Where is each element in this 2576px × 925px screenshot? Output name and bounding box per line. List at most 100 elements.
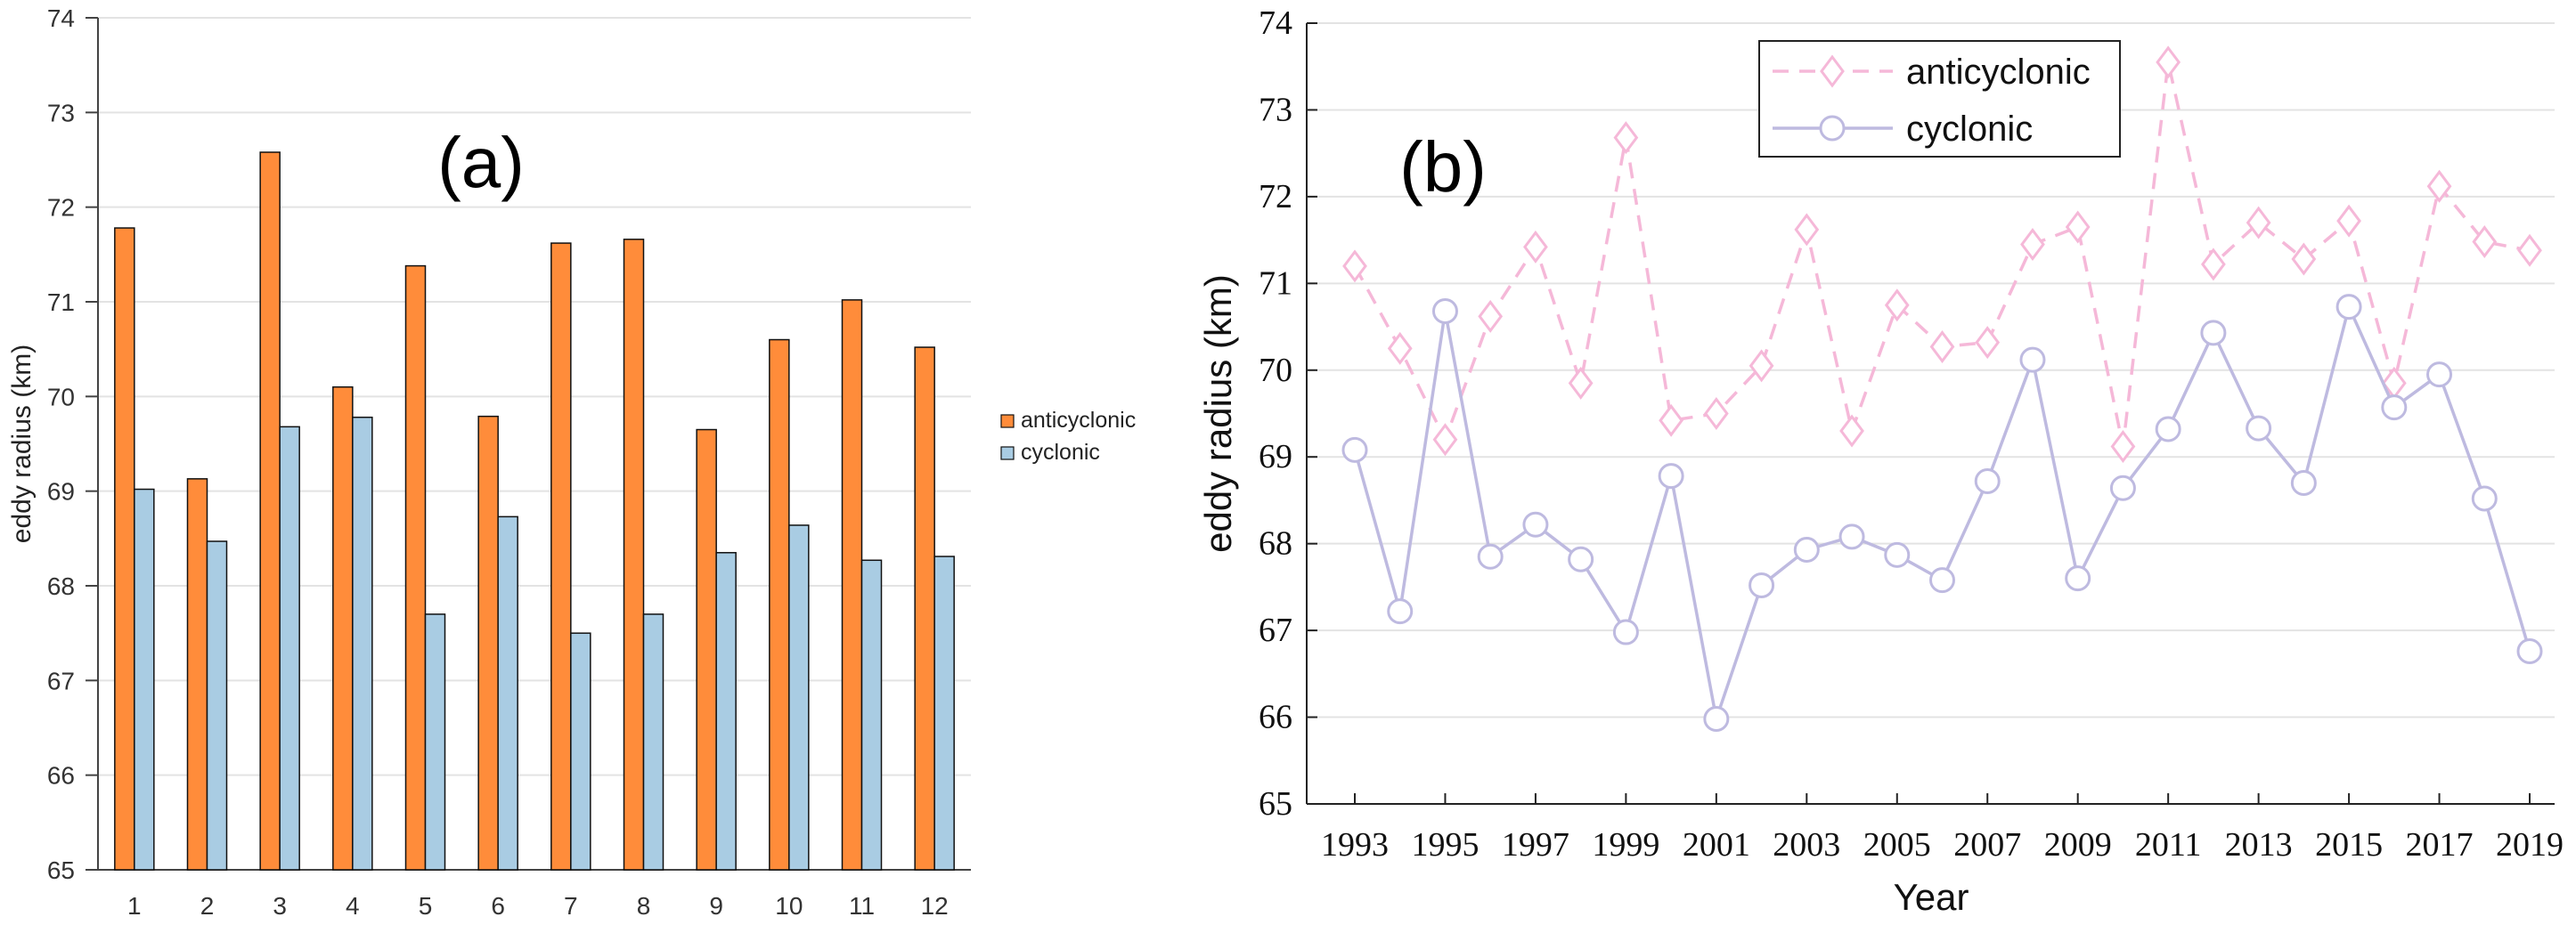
- point-anticyclonic: [1794, 213, 1820, 247]
- bar-anticyclonic: [114, 227, 135, 871]
- x-tick-label: 11: [849, 892, 875, 920]
- y-tick-label: 71: [47, 288, 75, 316]
- point-cyclonic: [1341, 436, 1368, 463]
- bar-anticyclonic: [914, 346, 935, 871]
- bar-anticyclonic: [623, 239, 645, 871]
- point-anticyclonic: [2020, 227, 2045, 261]
- y-axis-label: eddy radius (km): [1197, 274, 1239, 553]
- point-anticyclonic: [1884, 288, 1910, 322]
- point-cyclonic: [2155, 416, 2181, 442]
- x-tick-label: 1999: [1592, 826, 1659, 864]
- point-anticyclonic: [1659, 403, 1683, 437]
- point-anticyclonic: [1839, 414, 1864, 448]
- legend-swatch-anticyclonic: [1000, 414, 1015, 428]
- point-cyclonic: [2336, 294, 2362, 321]
- x-tick-label: 1995: [1411, 826, 1479, 864]
- y-tick-label: 72: [1259, 178, 1292, 215]
- point-cyclonic: [1612, 619, 1639, 645]
- legend-marker-cyclonic: [1819, 115, 1846, 142]
- x-tick-label: 2015: [2315, 826, 2383, 864]
- point-cyclonic: [1749, 572, 1775, 598]
- y-tick-label: 68: [1259, 525, 1292, 563]
- y-tick-label: 72: [47, 194, 75, 222]
- x-tick-label: 4: [346, 892, 360, 920]
- bar-anticyclonic: [477, 415, 499, 871]
- point-anticyclonic: [2291, 242, 2317, 276]
- legend-box: [1758, 40, 2121, 158]
- point-cyclonic: [2065, 565, 2091, 592]
- point-cyclonic: [1477, 543, 1504, 570]
- bar-anticyclonic: [550, 242, 572, 871]
- x-tick-label: 2019: [2496, 826, 2564, 864]
- point-cyclonic: [2516, 637, 2543, 664]
- point-anticyclonic: [1613, 121, 1639, 155]
- point-anticyclonic: [1975, 326, 2001, 360]
- point-anticyclonic: [1342, 249, 1367, 283]
- legend-label-cyclonic: cyclonic: [1021, 440, 1100, 465]
- legend-label-anticyclonic: anticyclonic: [1021, 408, 1136, 433]
- y-tick-label: 67: [47, 667, 75, 694]
- point-cyclonic: [2109, 475, 2136, 501]
- bar-anticyclonic: [332, 385, 354, 871]
- x-tick-label: 1: [127, 892, 142, 920]
- bar-cyclonic: [134, 488, 155, 871]
- x-tick-label: 5: [419, 892, 433, 920]
- x-tick-label: 2: [200, 892, 215, 920]
- point-anticyclonic: [1703, 397, 1729, 430]
- point-anticyclonic: [1432, 423, 1458, 457]
- point-cyclonic: [1658, 463, 1684, 490]
- x-tick-label: 2013: [2225, 826, 2293, 864]
- point-anticyclonic: [2156, 45, 2181, 79]
- panel-label: (a): [437, 123, 525, 202]
- x-tick-label: 8: [637, 892, 651, 920]
- panel-label: (b): [1399, 127, 1487, 207]
- point-anticyclonic: [2201, 247, 2226, 281]
- y-tick-label: 69: [47, 478, 75, 506]
- bar-anticyclonic: [841, 299, 863, 871]
- point-anticyclonic: [1523, 230, 1548, 264]
- x-tick-label: 7: [564, 892, 578, 920]
- bar-anticyclonic: [404, 264, 427, 871]
- point-anticyclonic: [2065, 210, 2091, 244]
- point-cyclonic: [2246, 415, 2272, 442]
- x-tick-label: 6: [491, 892, 505, 920]
- point-anticyclonic: [1478, 299, 1504, 333]
- point-anticyclonic: [2472, 225, 2498, 259]
- legend-label-anticyclonic: anticyclonic: [1906, 53, 2091, 92]
- x-tick-label: 2001: [1683, 826, 1750, 864]
- y-tick-label: 74: [1259, 4, 1292, 42]
- y-tick-label: 65: [1259, 785, 1292, 823]
- point-cyclonic: [1431, 298, 1458, 325]
- point-anticyclonic: [2336, 204, 2361, 238]
- y-tick-label: 65: [47, 856, 75, 884]
- point-cyclonic: [1929, 567, 1955, 594]
- x-tick-label: 2005: [1863, 826, 1931, 864]
- x-tick-label: 2007: [1953, 826, 2021, 864]
- x-tick-label: 3: [273, 892, 287, 920]
- bar-cyclonic: [424, 613, 446, 871]
- bar-cyclonic: [206, 540, 228, 871]
- y-tick-label: 68: [47, 572, 75, 600]
- y-tick-label: 73: [1259, 91, 1292, 128]
- point-anticyclonic: [1568, 366, 1594, 400]
- point-anticyclonic: [1749, 349, 1774, 383]
- x-tick-label: 2017: [2406, 826, 2474, 864]
- y-tick-label: 70: [1259, 352, 1292, 389]
- bar-anticyclonic: [769, 338, 790, 871]
- bar-anticyclonic: [186, 478, 208, 871]
- y-tick-label: 69: [1259, 438, 1292, 475]
- x-tick-label: 2009: [2044, 826, 2112, 864]
- bar-cyclonic: [642, 613, 664, 871]
- y-tick-label: 66: [47, 762, 75, 790]
- point-cyclonic: [2200, 320, 2227, 346]
- point-anticyclonic: [2110, 430, 2136, 464]
- bar-cyclonic: [570, 632, 591, 871]
- point-anticyclonic: [2517, 233, 2542, 267]
- point-cyclonic: [1522, 511, 1549, 538]
- bar-cyclonic: [352, 416, 373, 871]
- x-tick-label: 1997: [1502, 826, 1569, 864]
- bar-anticyclonic: [259, 151, 281, 871]
- x-axis-label: Year: [1894, 876, 1969, 918]
- panel-b-line-chart: 65 66 67 68 69 70 71 72 73 74 1993 1995 1997 1999 2001…: [1197, 4, 2564, 918]
